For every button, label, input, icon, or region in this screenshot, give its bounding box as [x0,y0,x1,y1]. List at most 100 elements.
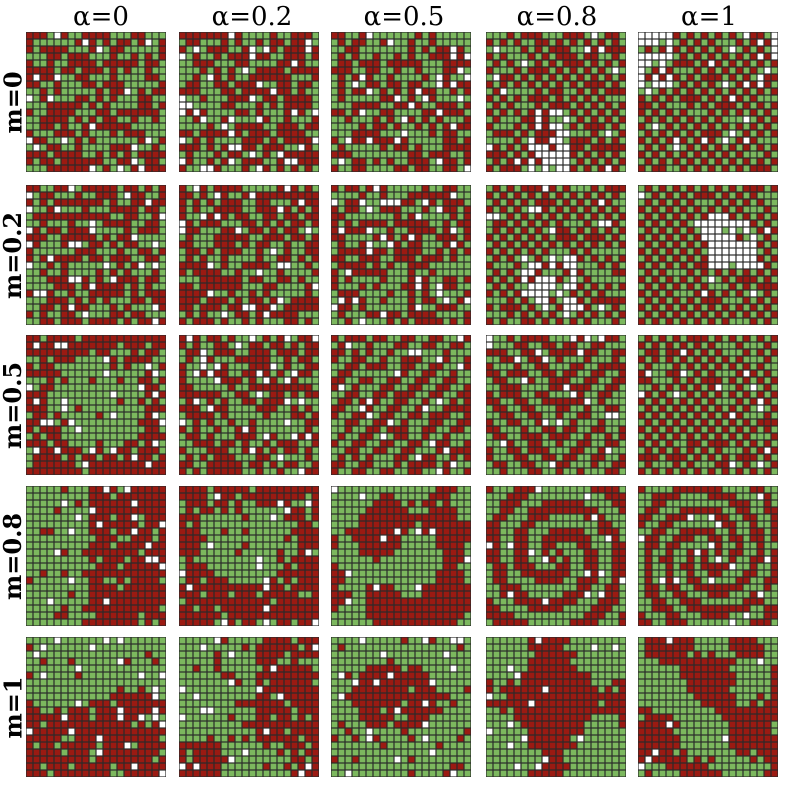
lattice-cell [284,137,291,144]
lattice-cell [750,144,757,151]
lattice-cell [436,185,443,192]
lattice-cell [556,32,563,39]
lattice-cell [186,342,193,349]
lattice-cell [338,46,345,53]
lattice-cell [743,290,750,297]
lattice-cell [200,102,207,109]
lattice-cell [54,412,61,419]
lattice-cell [415,32,422,39]
lattice-cell [577,283,584,290]
lattice-cell [394,283,401,290]
lattice-cell [270,213,277,220]
lattice-cell [61,46,68,53]
lattice-cell [708,102,715,109]
lattice-cell [521,46,528,53]
lattice-cell [429,46,436,53]
lattice-cell [242,192,249,199]
lattice-cell [666,123,673,130]
lattice-cell [242,213,249,220]
lattice-cell [429,356,436,363]
lattice-cell [242,102,249,109]
lattice-cell [138,283,145,290]
lattice-cell [605,102,612,109]
lattice-cell [598,248,605,255]
lattice-cell [138,426,145,433]
lattice-cell [214,109,221,116]
lattice-cell [687,276,694,283]
lattice-cell [450,318,457,325]
lattice-cell [500,32,507,39]
lattice-cell [701,102,708,109]
lattice-cell [729,151,736,158]
lattice-cell [457,53,464,60]
lattice-cell [645,255,652,262]
lattice-cell [771,304,778,311]
lattice-cell [352,95,359,102]
lattice-cell [26,398,33,405]
lattice-cell [26,185,33,192]
lattice-cell [298,304,305,311]
lattice-cell [514,234,521,241]
lattice-cell [549,123,556,130]
lattice-cell [521,158,528,165]
lattice-cell [694,158,701,165]
lattice-cell [159,46,166,53]
lattice-cell [54,318,61,325]
lattice-cell [619,39,626,46]
lattice-cell [598,255,605,262]
lattice-cell [242,199,249,206]
lattice-cell [570,81,577,88]
lattice-cell [159,109,166,116]
lattice-cell [47,405,54,412]
lattice-cell [82,116,89,123]
lattice-cell [110,276,117,283]
lattice-cell [179,60,186,67]
lattice-cell [131,248,138,255]
lattice-cell [500,192,507,199]
lattice-cell [673,165,680,172]
lattice-cell [380,192,387,199]
lattice-cell [152,349,159,356]
lattice-cell [145,426,152,433]
lattice-cell [277,363,284,370]
lattice-cell [207,213,214,220]
lattice-cell [359,192,366,199]
lattice-cell [117,398,124,405]
lattice-cell [61,283,68,290]
lattice-cell [228,227,235,234]
lattice-cell [159,342,166,349]
lattice-cell [694,297,701,304]
lattice-cell [729,39,736,46]
lattice-cell [33,304,40,311]
lattice-cell [701,116,708,123]
lattice-cell [152,192,159,199]
lattice-cell [103,356,110,363]
lattice-cell [110,199,117,206]
lattice-cell [40,398,47,405]
lattice-cell [117,67,124,74]
lattice-cell [507,262,514,269]
lattice-cell [673,199,680,206]
lattice-cell [26,468,33,475]
lattice-cell [256,440,263,447]
lattice-cell [708,185,715,192]
lattice-cell [26,342,33,349]
lattice-cell [200,398,207,405]
lattice-cell [228,32,235,39]
lattice-cell [249,398,256,405]
lattice-cell [117,158,124,165]
lattice-cell [235,46,242,53]
lattice-cell [743,185,750,192]
lattice-cell [352,158,359,165]
lattice-background [179,32,319,172]
lattice-cell [542,88,549,95]
lattice-cell [89,335,96,342]
lattice-cell [207,165,214,172]
lattice-cell [131,144,138,151]
lattice-cell [352,269,359,276]
lattice-cell [464,192,471,199]
lattice-cell [221,192,228,199]
lattice-cell [563,116,570,123]
lattice-cell [457,363,464,370]
lattice-cell [514,123,521,130]
